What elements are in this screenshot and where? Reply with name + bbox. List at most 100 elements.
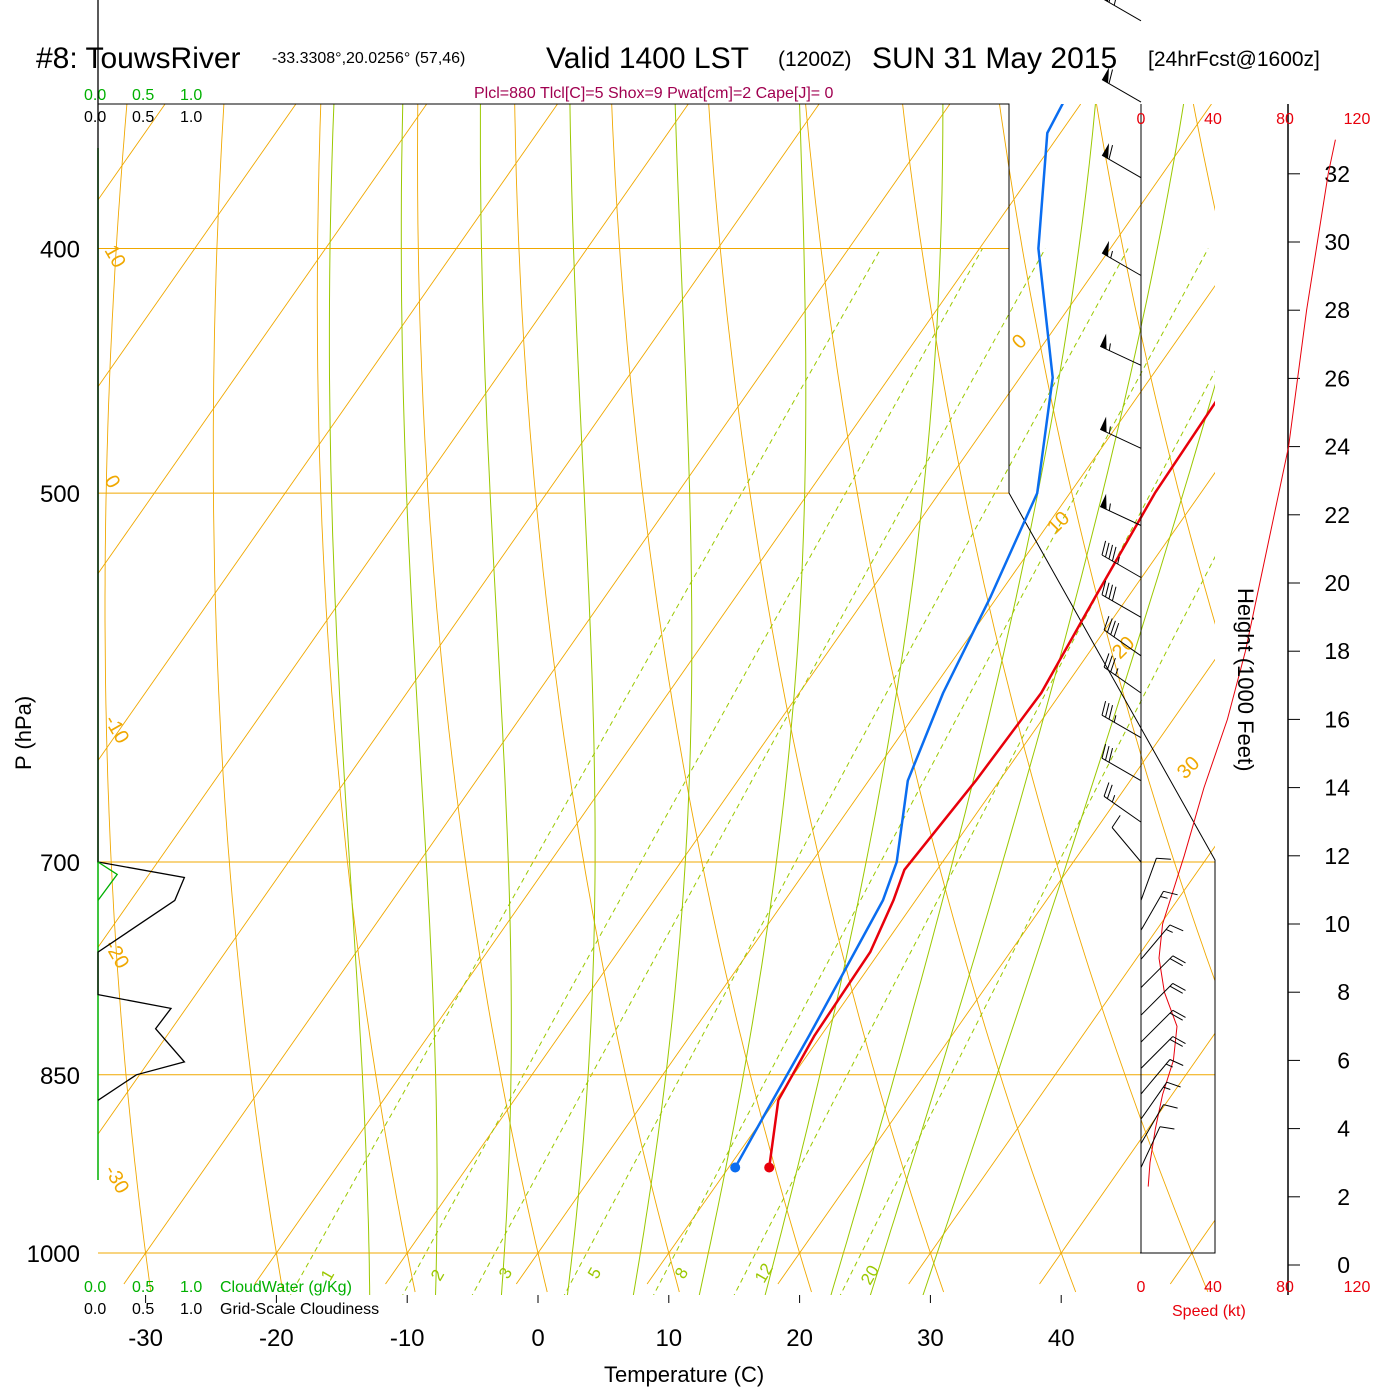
height-tick-label: 28 <box>1324 297 1350 323</box>
wind-barb-full <box>1108 0 1111 3</box>
isotherm-line <box>98 104 166 201</box>
cloudiness-scale-tick: 0.0 <box>84 109 106 126</box>
valid-time: Valid 1400 LST <box>546 42 749 75</box>
wind-barb-staff <box>1101 554 1142 578</box>
mixing-ratio-line <box>289 248 882 1295</box>
wind-barb-staff <box>1101 79 1142 103</box>
cloudiness-scale-tick: 1.0 <box>180 109 202 126</box>
wind-barb <box>1140 1104 1178 1144</box>
wind-barb-half <box>1165 1063 1173 1068</box>
moist-adiabat-line <box>698 104 807 1295</box>
y-axis-title: P (hPa) <box>11 696 36 770</box>
wind-barb-staff <box>1140 858 1157 901</box>
pressure-tick-label: 700 <box>40 850 80 877</box>
wind-barb <box>1140 1059 1184 1095</box>
speed-tick-label-bottom: 120 <box>1344 1279 1371 1296</box>
cloudwater-label: CloudWater (g/Kg) <box>220 1279 352 1296</box>
cloudwater-scale-tick: 0.5 <box>132 87 154 104</box>
isotherm-line <box>908 845 1215 1285</box>
mixing-ratio-line <box>563 248 1129 1295</box>
temperature-surface-point <box>764 1162 775 1173</box>
height-tick-label: 14 <box>1324 775 1350 801</box>
wind-barb-full <box>1111 546 1117 562</box>
isotherm-line <box>385 104 1212 1285</box>
wind-barb-full <box>1166 1081 1181 1088</box>
wind-barb-pennant <box>1102 240 1109 257</box>
moist-adiabat-line <box>632 104 693 1295</box>
x-tick-label: 10 <box>655 1325 682 1352</box>
wind-barb-full <box>1159 1126 1175 1130</box>
wind-barb-full <box>1101 540 1107 556</box>
mixing-ratio-line <box>839 555 1215 1295</box>
isotherm-line <box>98 104 558 762</box>
wind-barb-full <box>1169 1038 1183 1047</box>
wind-barb-full <box>1156 857 1171 860</box>
isotherm-label: -20 <box>100 937 134 973</box>
wind-barb <box>1103 0 1142 22</box>
wind-barb <box>1099 333 1142 366</box>
x-tick-label: 40 <box>1048 1325 1075 1352</box>
dewpoint-surface-point <box>730 1162 741 1173</box>
cloudiness-scale-tick: 0.5 <box>132 109 154 126</box>
wind-barb-half <box>1113 0 1117 6</box>
moist-adiabat-line <box>400 104 438 1295</box>
cloudwater-scale-tick: 0.0 <box>84 1279 106 1296</box>
wind-barb <box>1140 890 1178 931</box>
dry-adiabat-line <box>611 104 812 1293</box>
moist-adiabat-line <box>566 104 596 1295</box>
wind-barb-full <box>1108 704 1113 720</box>
dry-adiabat-line <box>1290 104 1400 1292</box>
wind-barb-full <box>1105 542 1110 558</box>
wind-barb-staff <box>1140 1104 1164 1144</box>
cloudiness-profile <box>97 0 186 1101</box>
wind-barb-half <box>1113 715 1117 723</box>
wind-barb-staff <box>1140 1036 1174 1069</box>
wind-barb-full <box>1103 653 1110 668</box>
wind-barb-full <box>1111 815 1121 828</box>
speed-tick-label-top: 120 <box>1344 111 1371 128</box>
isotherm-label: 20 <box>1108 632 1139 663</box>
wind-barb-full <box>1110 657 1116 672</box>
wind-barb-full <box>1169 1059 1184 1066</box>
x-tick-label: 0 <box>531 1325 544 1352</box>
wind-barb <box>1101 540 1142 578</box>
cloudiness-label: Grid-Scale Cloudiness <box>220 1301 379 1318</box>
isotherm-line <box>0 104 34 1284</box>
wind-barb <box>1101 743 1142 782</box>
wind-barb-half <box>1111 795 1116 803</box>
speed-tick-label-bottom: 0 <box>1137 1279 1146 1296</box>
wind-barb-staff <box>1140 983 1174 1016</box>
isotherm-label: 10 <box>1043 507 1074 538</box>
speed-tick-label-top: 40 <box>1204 111 1222 128</box>
wind-barb-staff <box>1101 714 1142 739</box>
isotherm-line <box>646 471 1215 1285</box>
dewpoint-line <box>734 104 1064 1169</box>
wind-barb-full <box>1169 1012 1183 1021</box>
dry-adiabat-line <box>104 104 152 1293</box>
dry-adiabat-line <box>417 104 548 1293</box>
isotherm-line <box>123 104 951 1285</box>
dry-adiabat-line <box>1192 104 1215 212</box>
height-tick-label: 26 <box>1324 365 1350 391</box>
height-tick-label: 10 <box>1324 911 1350 937</box>
wind-barb-half <box>1117 556 1120 565</box>
temperature-line <box>767 400 1215 1168</box>
wind-barb-staff <box>1140 891 1164 931</box>
mixing-ratio-label: 5 <box>584 1264 605 1282</box>
wind-barb-pennant <box>1100 333 1107 350</box>
wind-barb-full <box>1172 982 1186 991</box>
dry-adiabat-line <box>902 104 1209 1293</box>
wind-barb-half <box>1110 250 1113 259</box>
x-tick-label: 30 <box>917 1325 944 1352</box>
wind-barb-staff <box>1103 0 1142 22</box>
isotherm-label: -30 <box>100 1162 134 1198</box>
moist-adiabat-line <box>922 383 1215 1295</box>
wind-barb-staff <box>1099 506 1142 526</box>
isotherm-line <box>515 285 1215 1285</box>
wind-barb <box>1140 1009 1186 1043</box>
height-axis-title: Height (1000 Feet) <box>1233 588 1258 771</box>
isotherm-label: 10 <box>100 242 130 272</box>
wind-barb-staff <box>1101 757 1142 782</box>
mixing-ratio-line <box>402 248 983 1295</box>
pressure-tick-label: 850 <box>40 1063 80 1090</box>
